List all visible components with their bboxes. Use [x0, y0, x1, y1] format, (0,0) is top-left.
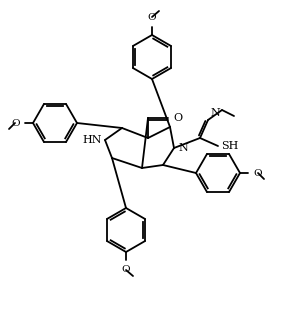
Text: O: O: [122, 265, 130, 274]
Text: SH: SH: [221, 141, 238, 151]
Text: O: O: [11, 118, 20, 127]
Text: N: N: [178, 143, 188, 153]
Text: O: O: [148, 13, 156, 22]
Text: HN: HN: [83, 135, 102, 145]
Text: N: N: [210, 108, 220, 118]
Text: O: O: [253, 169, 262, 178]
Text: O: O: [173, 113, 182, 123]
